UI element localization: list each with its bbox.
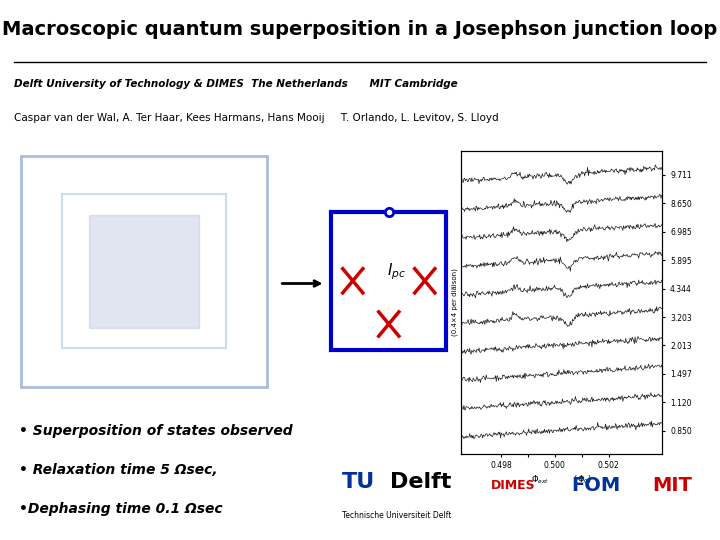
X-axis label: $\Phi_{ext}$          $(\Phi_0)$: $\Phi_{ext}$ $(\Phi_0)$ xyxy=(531,473,593,485)
Text: TU: TU xyxy=(342,471,375,492)
Text: • Superposition of states observed: • Superposition of states observed xyxy=(19,424,293,438)
Text: Macroscopic quantum superposition in a Josephson junction loop: Macroscopic quantum superposition in a J… xyxy=(2,19,718,39)
Text: Caspar van der Wal, A. Ter Haar, Kees Harmans, Hans Mooij     T. Orlando, L. Lev: Caspar van der Wal, A. Ter Haar, Kees Ha… xyxy=(14,113,499,124)
Text: Delft: Delft xyxy=(390,471,451,492)
Text: DIMES: DIMES xyxy=(491,479,536,492)
Text: 3 μm: 3 μm xyxy=(72,350,107,364)
Text: MIT: MIT xyxy=(652,476,692,495)
Text: FOM: FOM xyxy=(572,476,621,495)
Text: •Dephasing time 0.1 Ωsec: •Dephasing time 0.1 Ωsec xyxy=(19,502,223,516)
Bar xyxy=(331,212,446,350)
Y-axis label: (0.4×4 per diäison): (0.4×4 per diäison) xyxy=(451,268,458,336)
Text: Delft University of Technology & DIMES  The Netherlands      MIT Cambridge: Delft University of Technology & DIMES T… xyxy=(14,79,458,89)
Text: • Relaxation time 5 Ωsec,: • Relaxation time 5 Ωsec, xyxy=(19,463,218,477)
Text: Technische Universiteit Delft: Technische Universiteit Delft xyxy=(342,511,451,520)
Text: $I_{pc}$: $I_{pc}$ xyxy=(387,262,405,282)
